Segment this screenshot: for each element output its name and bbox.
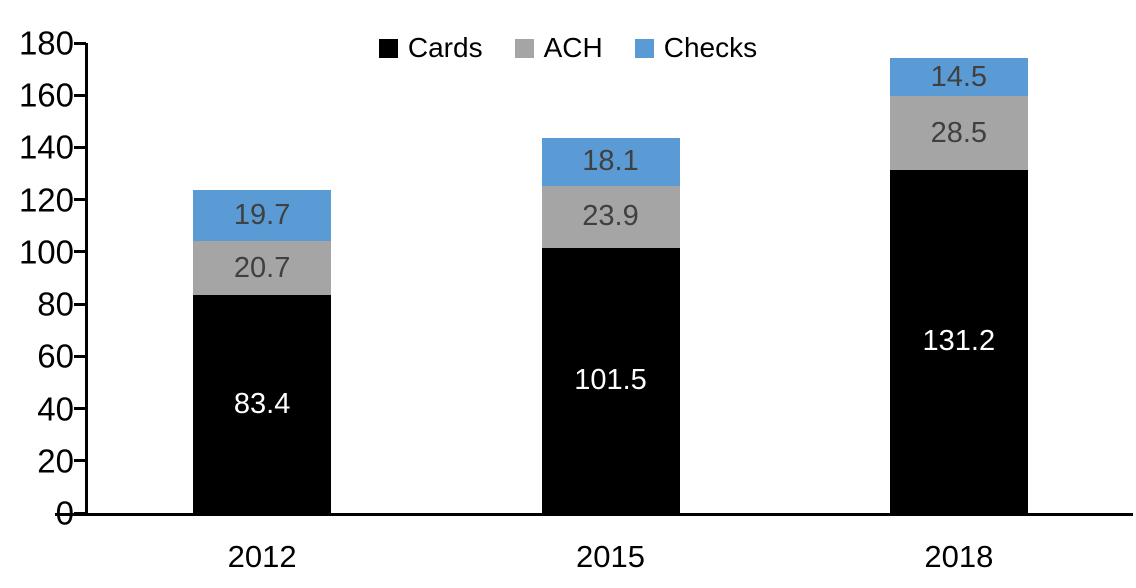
y-tick-label: 80 bbox=[37, 285, 74, 323]
bar-segment-cards: 101.5 bbox=[541, 247, 680, 513]
y-tick-label: 160 bbox=[18, 76, 74, 114]
bar-value-label: 14.5 bbox=[930, 60, 988, 93]
y-tick-mark bbox=[74, 407, 86, 411]
legend-label: Cards bbox=[407, 32, 483, 63]
y-tick-label: 0 bbox=[55, 494, 74, 532]
bar-segment-ach: 28.5 bbox=[889, 96, 1028, 171]
x-axis-label: 2018 bbox=[924, 539, 994, 574]
y-tick-label: 20 bbox=[37, 442, 74, 480]
legend-item-ach: ACH bbox=[514, 32, 603, 63]
bar-value-label: 23.9 bbox=[582, 200, 639, 233]
bar-value-label: 19.7 bbox=[233, 198, 291, 231]
bar-value-label: 83.4 bbox=[233, 387, 291, 420]
bar-segment-ach: 20.7 bbox=[193, 241, 332, 296]
legend-swatch-icon bbox=[514, 38, 534, 58]
legend: Cards ACH Checks bbox=[0, 28, 1136, 68]
bar-segment-cards: 83.4 bbox=[193, 295, 332, 513]
x-axis-label: 2015 bbox=[576, 539, 645, 574]
y-tick-mark bbox=[74, 250, 86, 254]
bar-value-label: 101.5 bbox=[574, 363, 647, 396]
y-tick-label: 120 bbox=[18, 181, 74, 219]
y-tick-mark bbox=[74, 198, 86, 202]
y-axis-line bbox=[85, 43, 88, 516]
bar-value-label: 28.5 bbox=[930, 116, 988, 149]
bar-segment-ach: 23.9 bbox=[541, 185, 680, 248]
bar-segment-checks: 14.5 bbox=[889, 58, 1028, 96]
bar-value-label: 20.7 bbox=[233, 251, 291, 284]
bar-value-label: 18.1 bbox=[582, 145, 639, 178]
legend-label: Checks bbox=[663, 32, 758, 63]
legend-item-checks: Checks bbox=[634, 32, 758, 63]
y-tick-label: 140 bbox=[18, 128, 74, 166]
y-tick-label: 180 bbox=[18, 24, 74, 62]
legend-swatch-icon bbox=[634, 38, 654, 58]
y-tick-mark bbox=[74, 459, 86, 463]
y-tick-label: 100 bbox=[18, 233, 74, 271]
y-tick-mark bbox=[74, 302, 86, 306]
y-tick-label: 60 bbox=[37, 337, 74, 375]
legend-swatch-icon bbox=[378, 38, 398, 58]
bar-segment-cards: 131.2 bbox=[889, 170, 1028, 513]
y-tick-mark bbox=[74, 511, 86, 515]
x-axis-line bbox=[55, 513, 1133, 516]
y-tick-label: 40 bbox=[37, 390, 74, 428]
y-tick-mark bbox=[74, 354, 86, 358]
legend-item-cards: Cards bbox=[378, 32, 483, 63]
y-tick-mark bbox=[74, 41, 86, 45]
bar-segment-checks: 18.1 bbox=[541, 138, 680, 186]
legend-label: ACH bbox=[543, 32, 603, 63]
bar-segment-checks: 19.7 bbox=[193, 189, 332, 242]
y-tick-mark bbox=[74, 145, 86, 149]
bar-value-label: 131.2 bbox=[922, 325, 996, 358]
x-axis-label: 2012 bbox=[227, 539, 297, 574]
y-tick-mark bbox=[74, 93, 86, 97]
